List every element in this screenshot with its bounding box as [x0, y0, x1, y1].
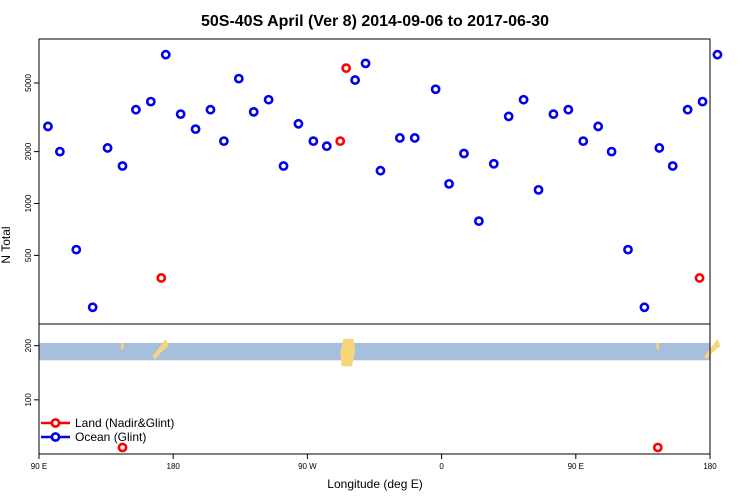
lower-band-layer [39, 338, 721, 367]
ocean-point [578, 136, 589, 147]
land-point [694, 273, 705, 283]
ocean-point [293, 118, 304, 129]
upper-y-tick-label: 2000 [24, 142, 33, 160]
land-patch [152, 338, 169, 360]
ocean-point [131, 104, 141, 115]
ocean-point [409, 133, 420, 143]
legend-marker [50, 432, 61, 442]
ocean-point [712, 49, 723, 60]
ocean-point [54, 146, 65, 157]
land-patch [121, 342, 124, 350]
land-point [341, 63, 352, 74]
chart-title: 50S-40S April (Ver 8) 2014-09-06 to 2017… [201, 13, 549, 30]
ocean-point [533, 184, 544, 195]
x-tick-label: 90 W [298, 462, 317, 471]
ocean-point [518, 94, 529, 105]
ocean-point [444, 178, 454, 189]
upper-y-axis: 500 1000 2000 5000 [24, 74, 39, 262]
upper-panel: 500 1000 2000 5000 [24, 38, 723, 325]
ocean-point [593, 121, 604, 132]
ocean-point [459, 148, 469, 159]
land-point [156, 273, 167, 283]
upper-scatter-points [43, 49, 723, 313]
x-tick-label: 180 [167, 462, 181, 471]
ocean-point [117, 161, 128, 171]
legend: Land (Nadir&Glint)Ocean (Glint) [41, 416, 174, 444]
land-point [335, 136, 346, 147]
ocean-point [263, 94, 274, 105]
land-lower-point [652, 442, 663, 453]
upper-y-tick-label: 500 [24, 248, 33, 262]
legend-marker [50, 418, 61, 428]
upper-y-tick-label: 1000 [24, 194, 33, 212]
ocean-point [430, 84, 441, 95]
upper-y-tick-label: 5000 [24, 74, 33, 92]
ocean-point [503, 111, 514, 122]
ocean-point [308, 136, 319, 147]
ocean-point [102, 143, 113, 153]
land-patch [340, 338, 356, 367]
ocean-point [623, 244, 633, 255]
x-tick-label: 180 [703, 462, 717, 471]
ocean-point [145, 96, 156, 107]
ocean-point [205, 104, 216, 115]
y-axis-label: N Total [0, 226, 13, 263]
ocean-point [697, 96, 708, 107]
upper-panel-frame [38, 38, 711, 325]
ocean-point [654, 143, 665, 153]
ocean-point [175, 109, 186, 120]
x-tick-label: 90 E [31, 462, 47, 471]
lower-panel-frame [38, 323, 711, 455]
ocean-point [473, 216, 484, 227]
ocean-point [563, 104, 574, 115]
ocean-point [682, 104, 693, 115]
x-tick-label: 0 [439, 462, 444, 471]
x-axis-label: Longitude (deg E) [327, 477, 422, 491]
ocean-point [667, 161, 678, 171]
ocean-point [233, 73, 244, 84]
ocean-point [375, 165, 386, 176]
ocean-point [350, 75, 361, 85]
x-axis: 90 E 180 90 W 0 90 E 180 [31, 454, 717, 471]
ocean-point [190, 124, 201, 135]
ocean-point [278, 161, 289, 171]
land-patch [704, 338, 721, 360]
ocean-point [160, 49, 171, 60]
x-tick-label: 90 E [568, 462, 584, 471]
ocean-point [43, 121, 53, 132]
ocean-point [321, 141, 332, 152]
lower-y-tick-label: 100 [24, 393, 33, 407]
land-patch [656, 342, 660, 350]
ocean-point [360, 58, 371, 69]
ocean-point [394, 133, 405, 143]
lower-y-axis: 100 200 [24, 338, 39, 407]
ocean-point [218, 136, 229, 147]
ocean-band [39, 342, 710, 361]
ocean-point [71, 244, 82, 255]
ocean-point [248, 106, 259, 117]
ocean-point [548, 109, 559, 120]
ocean-point [87, 302, 98, 313]
land-lower-point [117, 442, 128, 453]
ocean-point [639, 302, 650, 313]
legend-label: Ocean (Glint) [75, 430, 146, 444]
lower-scatter-points [117, 442, 663, 453]
lower-y-tick-label: 200 [24, 338, 33, 352]
legend-label: Land (Nadir&Glint) [75, 416, 174, 430]
ocean-point [606, 146, 617, 157]
lower-panel: 100 200 [24, 323, 721, 455]
ocean-point [488, 158, 499, 169]
